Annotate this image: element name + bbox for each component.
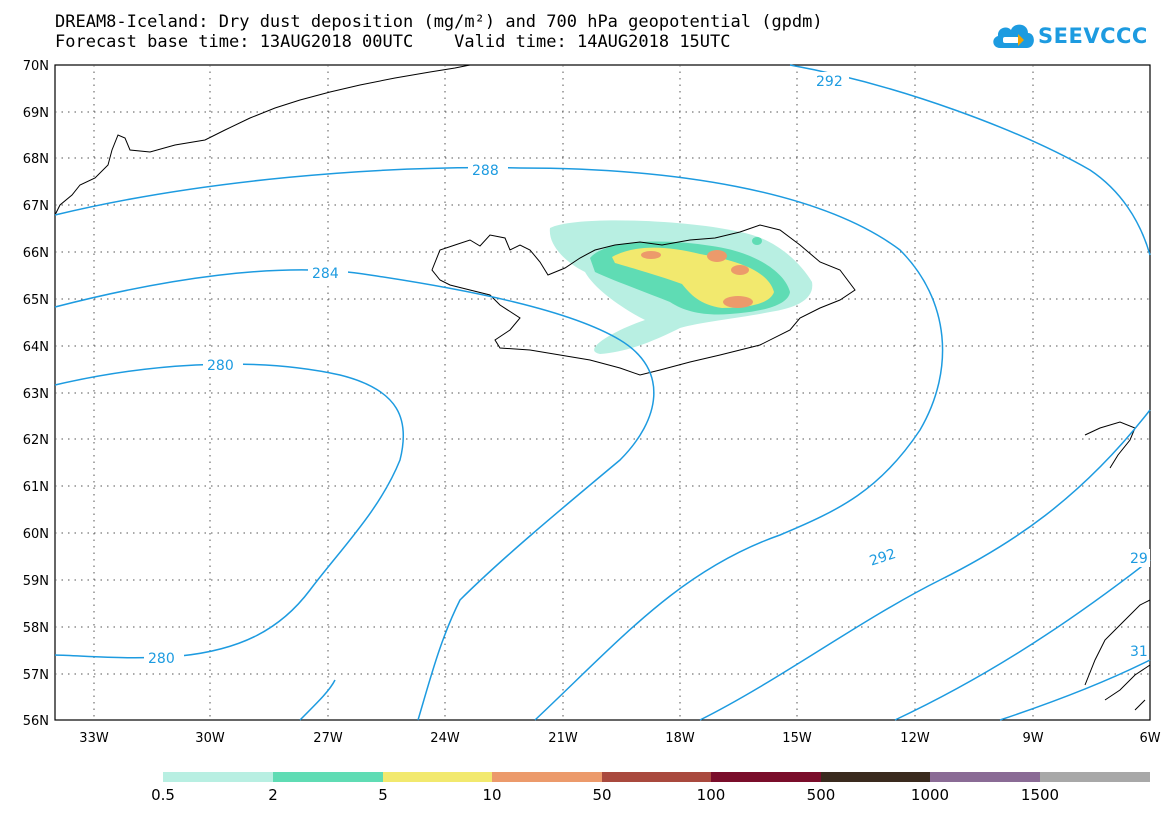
contour-label: 292 xyxy=(868,546,898,569)
color-legend: 0.5 2 5 10 50 100 500 1000 1500 xyxy=(151,772,1150,804)
legend-label: 0.5 xyxy=(151,786,175,804)
lon-label: 9W xyxy=(1022,731,1043,746)
contour-292-south xyxy=(699,409,1151,721)
contour-288 xyxy=(54,166,944,721)
lat-label: 69N xyxy=(23,106,49,121)
lon-label: 15W xyxy=(782,731,812,746)
dust-band-10 xyxy=(731,265,749,275)
lat-label: 64N xyxy=(23,340,49,355)
lon-label: 27W xyxy=(313,731,343,746)
legend-swatch xyxy=(492,772,602,782)
lat-label: 65N xyxy=(23,293,49,308)
contour-label: 292 xyxy=(816,74,843,90)
legend-label: 5 xyxy=(378,786,388,804)
lat-label: 62N xyxy=(23,433,49,448)
lon-label: 6W xyxy=(1139,731,1160,746)
contour-284 xyxy=(54,269,655,721)
dust-deposition-field xyxy=(549,220,813,354)
lat-label: 60N xyxy=(23,527,49,542)
contour-label: 31 xyxy=(1130,644,1148,660)
dust-band-10 xyxy=(707,250,727,262)
iceland-coast xyxy=(431,224,856,376)
longitude-labels: 33W 30W 27W 24W 21W 18W 15W 12W 9W 6W xyxy=(79,731,1160,746)
lat-label: 56N xyxy=(23,714,49,729)
lat-label: 67N xyxy=(23,199,49,214)
legend-label: 1000 xyxy=(911,786,949,804)
lat-label: 59N xyxy=(23,574,49,589)
legend-swatch xyxy=(930,772,1040,782)
forecast-time-line: Forecast base time: 13AUG2018 00UTC Vali… xyxy=(55,32,731,52)
contour-label: 280 xyxy=(148,651,175,667)
lon-label: 24W xyxy=(430,731,460,746)
legend-swatch xyxy=(1040,772,1150,782)
lon-label: 12W xyxy=(900,731,930,746)
legend-swatch xyxy=(602,772,711,782)
legend-label: 1500 xyxy=(1021,786,1059,804)
legend-swatch xyxy=(163,772,273,782)
legend-label: 50 xyxy=(592,786,611,804)
lon-label: 33W xyxy=(79,731,109,746)
contour-label: 284 xyxy=(312,266,339,282)
contour-292 xyxy=(789,64,1151,256)
contour-label: 280 xyxy=(207,358,234,374)
cloud-logo-icon xyxy=(993,24,1034,48)
lat-label: 57N xyxy=(23,668,49,683)
dust-band-2 xyxy=(752,237,762,245)
lat-label: 66N xyxy=(23,246,49,261)
contour-label: 29 xyxy=(1130,551,1148,567)
legend-label: 100 xyxy=(697,786,726,804)
coastlines xyxy=(54,64,1151,711)
lat-label: 61N xyxy=(23,480,49,495)
dust-band-10 xyxy=(641,251,661,259)
legend-label: 2 xyxy=(268,786,278,804)
legend-swatch xyxy=(273,772,383,782)
contour-label-group: 292 288 284 280 280 292 29 31 xyxy=(144,72,1150,667)
lat-label: 63N xyxy=(23,387,49,402)
greenland-coast xyxy=(54,64,471,216)
contour-300 xyxy=(999,659,1151,721)
contour-label: 288 xyxy=(472,163,499,179)
dust-band-5 xyxy=(612,247,774,308)
geopotential-contours xyxy=(54,64,1151,721)
lon-label: 18W xyxy=(665,731,695,746)
lat-label: 68N xyxy=(23,152,49,167)
legend-label: 10 xyxy=(482,786,501,804)
latitude-labels: 70N 69N 68N 67N 66N 65N 64N 63N 62N 61N … xyxy=(23,59,49,729)
legend-swatch xyxy=(821,772,930,782)
lat-label: 58N xyxy=(23,621,49,636)
map-title: DREAM8-Iceland: Dry dust deposition (mg/… xyxy=(55,12,823,32)
scotland-coast xyxy=(1084,599,1151,711)
contour-296 xyxy=(894,559,1151,721)
logo-text: SEEVCCC xyxy=(1038,24,1148,48)
lon-label: 30W xyxy=(195,731,225,746)
lon-label: 21W xyxy=(548,731,578,746)
legend-swatch xyxy=(383,772,492,782)
seevccc-logo: SEEVCCC xyxy=(990,20,1160,60)
dust-band-10 xyxy=(723,296,753,308)
legend-swatch xyxy=(711,772,821,782)
legend-label: 500 xyxy=(807,786,836,804)
lat-label: 70N xyxy=(23,59,49,74)
contour-280-stub xyxy=(299,679,336,721)
